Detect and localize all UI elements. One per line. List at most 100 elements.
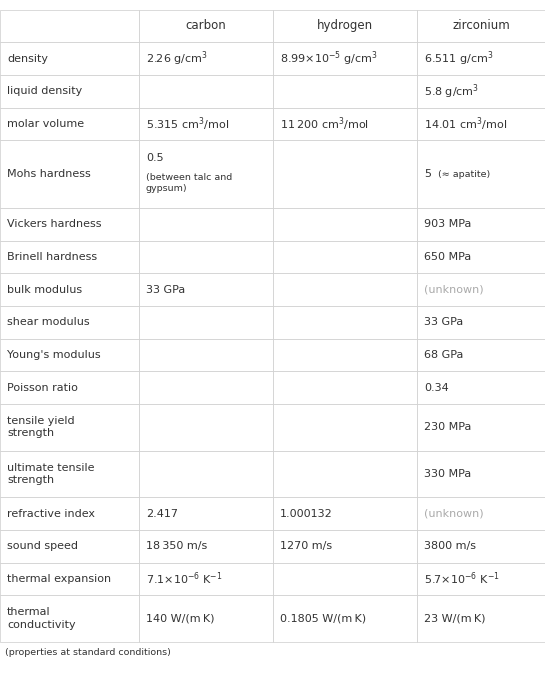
Text: bulk modulus: bulk modulus — [7, 285, 82, 294]
Bar — [417, 273, 545, 306]
Text: Mohs hardness: Mohs hardness — [7, 169, 91, 179]
Bar — [0, 107, 139, 140]
Bar — [417, 140, 545, 208]
Bar — [272, 530, 417, 563]
Bar — [139, 208, 272, 240]
Text: liquid density: liquid density — [7, 86, 82, 96]
Text: 68 GPa: 68 GPa — [424, 350, 463, 360]
Text: 0.5: 0.5 — [146, 154, 164, 163]
Bar — [272, 339, 417, 372]
Bar — [417, 497, 545, 530]
Text: 2.417: 2.417 — [146, 509, 178, 518]
Bar — [0, 140, 139, 208]
Bar — [417, 595, 545, 642]
Text: 18 350 m/s: 18 350 m/s — [146, 541, 207, 551]
Bar — [272, 42, 417, 75]
Bar — [139, 42, 272, 75]
Text: 8.99×10$^{-5}$ g/cm$^{3}$: 8.99×10$^{-5}$ g/cm$^{3}$ — [280, 49, 377, 68]
Text: 903 MPa: 903 MPa — [424, 219, 471, 229]
Bar — [272, 107, 417, 140]
Bar — [417, 10, 545, 42]
Bar — [272, 75, 417, 107]
Bar — [272, 404, 417, 451]
Bar — [139, 339, 272, 372]
Bar — [417, 372, 545, 404]
Text: density: density — [7, 53, 48, 64]
Bar — [0, 497, 139, 530]
Text: 5.8 g/cm$^{3}$: 5.8 g/cm$^{3}$ — [424, 82, 479, 100]
Text: (properties at standard conditions): (properties at standard conditions) — [5, 648, 171, 657]
Bar — [139, 240, 272, 273]
Text: (unknown): (unknown) — [424, 285, 483, 294]
Text: 5.315 cm$^{3}$/mol: 5.315 cm$^{3}$/mol — [146, 115, 229, 133]
Bar — [139, 451, 272, 497]
Bar — [417, 42, 545, 75]
Bar — [0, 372, 139, 404]
Bar — [139, 404, 272, 451]
Bar — [417, 339, 545, 372]
Text: 3800 m/s: 3800 m/s — [424, 541, 476, 551]
Bar — [139, 107, 272, 140]
Text: Vickers hardness: Vickers hardness — [7, 219, 101, 229]
Text: (between talc and
gypsum): (between talc and gypsum) — [146, 173, 232, 193]
Text: zirconium: zirconium — [452, 19, 510, 32]
Bar — [0, 10, 139, 42]
Bar — [272, 372, 417, 404]
Bar — [139, 140, 272, 208]
Bar — [417, 530, 545, 563]
Bar — [272, 273, 417, 306]
Text: 230 MPa: 230 MPa — [424, 422, 471, 432]
Bar — [417, 107, 545, 140]
Bar — [0, 563, 139, 595]
Bar — [272, 595, 417, 642]
Bar — [417, 75, 545, 107]
Bar — [0, 339, 139, 372]
Bar — [139, 372, 272, 404]
Text: ultimate tensile
strength: ultimate tensile strength — [7, 462, 94, 485]
Bar — [272, 451, 417, 497]
Text: 330 MPa: 330 MPa — [424, 469, 471, 479]
Text: carbon: carbon — [185, 19, 226, 32]
Text: 0.34: 0.34 — [424, 382, 449, 393]
Text: 11 200 cm$^{3}$/mol: 11 200 cm$^{3}$/mol — [280, 115, 368, 133]
Bar — [139, 530, 272, 563]
Bar — [0, 75, 139, 107]
Text: hydrogen: hydrogen — [317, 19, 373, 32]
Bar — [0, 208, 139, 240]
Text: (unknown): (unknown) — [424, 509, 483, 518]
Text: tensile yield
strength: tensile yield strength — [7, 416, 75, 438]
Bar — [417, 240, 545, 273]
Bar — [0, 42, 139, 75]
Text: Brinell hardness: Brinell hardness — [7, 252, 97, 262]
Bar — [0, 451, 139, 497]
Bar — [417, 404, 545, 451]
Text: 33 GPa: 33 GPa — [424, 317, 463, 327]
Text: thermal expansion: thermal expansion — [7, 574, 111, 584]
Bar — [139, 273, 272, 306]
Text: 14.01 cm$^{3}$/mol: 14.01 cm$^{3}$/mol — [424, 115, 507, 133]
Bar — [0, 306, 139, 339]
Bar — [0, 273, 139, 306]
Text: 5.7×10$^{-6}$ K$^{-1}$: 5.7×10$^{-6}$ K$^{-1}$ — [424, 570, 500, 587]
Text: shear modulus: shear modulus — [7, 317, 89, 327]
Text: 2.26 g/cm$^{3}$: 2.26 g/cm$^{3}$ — [146, 49, 208, 68]
Text: 23 W/(m K): 23 W/(m K) — [424, 613, 486, 624]
Text: 1270 m/s: 1270 m/s — [280, 541, 331, 551]
Bar — [272, 10, 417, 42]
Bar — [0, 404, 139, 451]
Bar — [139, 306, 272, 339]
Bar — [417, 306, 545, 339]
Text: 33 GPa: 33 GPa — [146, 285, 185, 294]
Bar — [0, 595, 139, 642]
Bar — [272, 306, 417, 339]
Text: sound speed: sound speed — [7, 541, 78, 551]
Bar — [0, 240, 139, 273]
Bar — [0, 530, 139, 563]
Text: 140 W/(m K): 140 W/(m K) — [146, 613, 215, 624]
Text: 5: 5 — [424, 169, 431, 179]
Text: Poisson ratio: Poisson ratio — [7, 382, 78, 393]
Text: molar volume: molar volume — [7, 119, 84, 129]
Bar — [417, 208, 545, 240]
Bar — [272, 140, 417, 208]
Bar — [139, 497, 272, 530]
